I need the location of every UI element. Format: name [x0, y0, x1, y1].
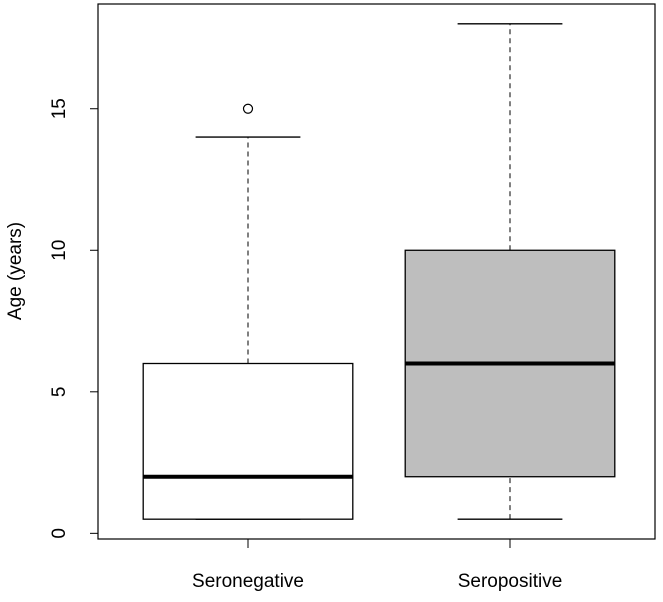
box [142, 362, 354, 520]
y-tick-label: 10 [49, 240, 70, 261]
y-tick-label: 5 [49, 387, 70, 398]
y-tick-label: 0 [49, 528, 70, 539]
outlier [242, 103, 254, 114]
x-tick-label: Seropositive [458, 571, 563, 592]
x-tick-label: Seronegative [192, 571, 304, 592]
y-axis-label: Age (years) [5, 222, 26, 320]
y-tick-label: 15 [49, 98, 70, 119]
plot-frame [97, 3, 656, 540]
